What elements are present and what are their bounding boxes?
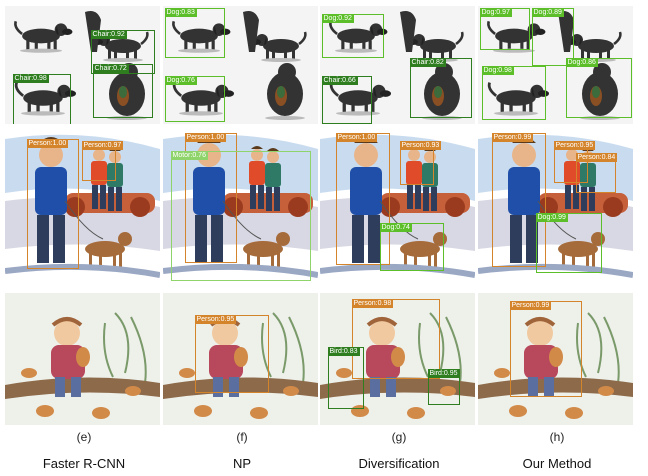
detection-label: Motor:0.76 <box>170 150 208 160</box>
detection-label: Person:0.95 <box>553 140 596 150</box>
detection-box: Chair:0.72 <box>92 63 153 118</box>
detection-box: Dog:0.76 <box>164 75 225 122</box>
detection-box: Person:0.93 <box>399 140 442 185</box>
detection-box: Bird:0.95 <box>427 368 460 405</box>
detection-box: Person:1.00 <box>26 138 79 269</box>
detection-label: Dog:0.99 <box>535 212 568 222</box>
detection-box: Person:0.95 <box>553 140 596 183</box>
detection-box: Motor:0.76 <box>170 150 311 281</box>
detection-box: Chair:0.98 <box>12 73 71 124</box>
image-tile-dogs-4: Dog:0.97 Dog:0.89 Dog:0.98 Dog:0.86 <box>478 6 633 124</box>
detection-label: Chair:0.66 <box>321 75 358 85</box>
detection-label: Person:0.99 <box>509 300 552 310</box>
column-letter-g: (g) <box>391 430 407 444</box>
detection-label: Chair:0.72 <box>92 63 129 73</box>
detection-label: Dog:0.97 <box>479 7 512 17</box>
column-letter-e: (e) <box>76 430 92 444</box>
detection-label: Person:0.95 <box>194 314 237 324</box>
detection-label: Person:0.98 <box>351 298 394 308</box>
detection-label: Dog:0.74 <box>379 222 412 232</box>
image-tile-people-4: Person:0.99 Person:0.95 Person:0.84 Dog:0.9… <box>478 131 633 286</box>
detection-box: Person:1.00 <box>184 132 237 263</box>
scene-illustration-dogs <box>320 6 475 124</box>
detection-label: Person:1.00 <box>335 132 378 142</box>
detection-label: Bird:0.95 <box>427 368 460 378</box>
detection-box: Dog:0.74 <box>379 222 444 271</box>
image-tile-people-2: Person:1.00 Motor:0.76 <box>163 131 318 286</box>
detection-box: Chair:0.92 <box>90 29 155 74</box>
image-tile-dogs-2: Dog:0.83 Dog:0.76 <box>163 6 318 124</box>
image-tile-boy-4: Person:0.99 <box>478 293 633 425</box>
detection-label: Dog:0.98 <box>481 65 514 75</box>
detection-label: Person:1.00 <box>184 132 227 142</box>
scene-illustration-dogs <box>5 6 160 124</box>
detection-label: Person:0.84 <box>575 152 618 162</box>
image-tile-people-1: Person:1.00 Person:0.97 <box>5 131 160 286</box>
image-tile-people-3: Person:1.00 Person:0.93 Dog:0.74 <box>320 131 475 286</box>
detection-box: Dog:0.92 <box>321 13 384 58</box>
column-method-diversification: Diversification <box>358 456 440 471</box>
detection-box: Person:0.99 <box>509 300 582 397</box>
detection-label: Dog:0.83 <box>164 7 197 17</box>
detection-label: Dog:0.92 <box>321 13 354 23</box>
detection-box: Bird:0.83 <box>327 346 364 409</box>
detection-label: Person:0.93 <box>399 140 442 150</box>
column-letter-h: (h) <box>549 430 565 444</box>
detection-box: Dog:0.86 <box>565 57 632 118</box>
image-tile-boy-2: Person:0.95 <box>163 293 318 425</box>
detection-box: Person:0.95 <box>194 314 269 393</box>
detection-box: Person:0.97 <box>81 140 124 181</box>
detection-box: Dog:0.99 <box>535 212 602 273</box>
detection-label: Dog:0.76 <box>164 75 197 85</box>
detection-label: Chair:0.98 <box>12 73 49 83</box>
scene-illustration-boy <box>478 293 633 425</box>
detection-box: Person:1.00 <box>335 132 390 265</box>
detection-box: Dog:0.83 <box>164 7 225 58</box>
detection-box: Person:0.99 <box>491 132 546 267</box>
column-method-ours: Our Method <box>522 456 592 471</box>
detection-label: Chair:0.82 <box>409 57 446 67</box>
detection-box: Chair:0.66 <box>321 75 372 124</box>
image-tile-dogs-1: Chair:0.92 Chair:0.98 Chair:0.72 <box>5 6 160 124</box>
detection-box: Person:0.98 <box>351 298 440 379</box>
scene-illustration-dogs <box>163 6 318 124</box>
image-tile-boy-3: Person:0.98 Bird:0.83 Bird:0.95 <box>320 293 475 425</box>
image-tile-boy-1 <box>5 293 160 425</box>
column-method-np: NP <box>232 456 252 471</box>
detection-box: Chair:0.82 <box>409 57 472 118</box>
detection-label: Person:1.00 <box>26 138 69 148</box>
column-letter-f: (f) <box>236 430 248 444</box>
detection-label: Dog:0.86 <box>565 57 598 67</box>
image-tile-dogs-3: Dog:0.92 Chair:0.82 Chair:0.66 <box>320 6 475 124</box>
detection-box: Dog:0.89 <box>531 7 574 66</box>
detection-label: Chair:0.92 <box>90 29 127 39</box>
detection-box: Dog:0.98 <box>481 65 546 120</box>
detection-box: Dog:0.97 <box>479 7 530 50</box>
scene-illustration-boy <box>320 293 475 425</box>
detection-label: Dog:0.89 <box>531 7 564 17</box>
column-method-faster-rcnn: Faster R-CNN <box>42 456 126 471</box>
scene-illustration-boy <box>5 293 160 425</box>
detection-box: Person:0.84 <box>575 152 618 193</box>
detection-label: Person:0.99 <box>491 132 534 142</box>
detection-label: Person:0.97 <box>81 140 124 150</box>
detection-label: Bird:0.83 <box>327 346 360 356</box>
